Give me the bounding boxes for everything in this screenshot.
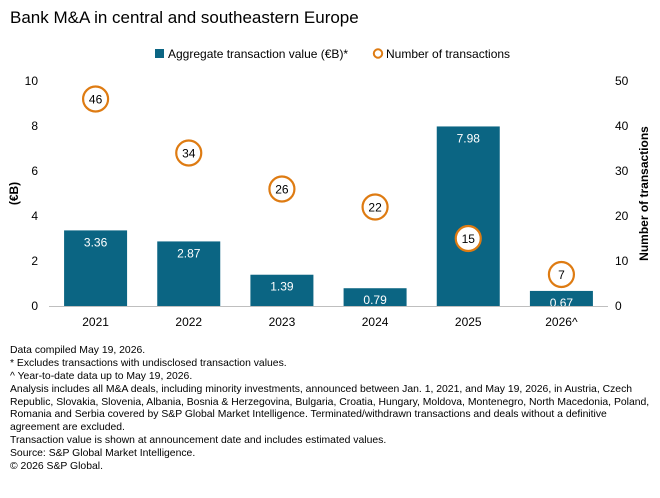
- note-analysis: Analysis includes all M&A deals, includi…: [10, 384, 650, 434]
- y-tick-label: 4: [31, 209, 38, 223]
- y2-tick-label: 30: [615, 164, 629, 178]
- bar: [343, 288, 407, 306]
- legend-marker-swatch: [372, 48, 384, 59]
- transaction-count-marker: [175, 139, 203, 167]
- legend-bar-swatch: [155, 49, 164, 58]
- bar-value-label: 1.39: [270, 280, 294, 294]
- bar: [64, 230, 128, 306]
- bar: [436, 126, 500, 306]
- x-tick-label: 2024: [362, 315, 389, 329]
- note-excludes: * Excludes transactions with undisclosed…: [10, 358, 287, 370]
- x-tick-label: 2025: [455, 315, 482, 329]
- transaction-count-label: 26: [275, 182, 289, 196]
- chart-svg: Aggregate transaction value (€B)* Number …: [7, 47, 651, 329]
- transaction-count-label: 46: [89, 92, 103, 106]
- transaction-count-marker: [547, 260, 576, 289]
- transaction-count-label: 7: [558, 268, 565, 282]
- transaction-count-label: 22: [368, 200, 382, 214]
- note-transaction-value: Transaction value is shown at announceme…: [10, 435, 387, 447]
- note-source: Source: S&P Global Market Intelligence.: [10, 448, 196, 460]
- y2-tick-label: 0: [615, 299, 622, 313]
- y-axis-label: (€B): [7, 182, 21, 205]
- transaction-count-label: 34: [182, 146, 196, 160]
- y-tick-label: 2: [31, 254, 38, 268]
- x-tick-label: 2026^: [545, 315, 578, 329]
- note-ytd: ^ Year-to-date data up to May 19, 2026.: [10, 371, 193, 383]
- bar-value-label: 3.36: [84, 235, 108, 249]
- y2-tick-label: 10: [615, 254, 629, 268]
- bar: [250, 274, 314, 306]
- legend-marker-label: Number of transactions: [386, 47, 510, 61]
- x-tick-label: 2022: [175, 315, 202, 329]
- x-tick-label: 2023: [269, 315, 296, 329]
- y2-axis-label: Number of transactions: [637, 126, 651, 261]
- y2-tick-label: 20: [615, 209, 629, 223]
- transaction-count-marker: [268, 175, 296, 203]
- note-copyright: © 2026 S&P Global.: [10, 461, 103, 473]
- y-tick-label: 10: [25, 74, 39, 88]
- transaction-count-marker: [361, 193, 389, 221]
- transaction-count-label: 15: [462, 232, 476, 246]
- y2-tick-label: 50: [615, 74, 629, 88]
- bar-value-label: 2.87: [177, 246, 201, 260]
- y-tick-label: 8: [31, 119, 38, 133]
- x-tick-label: 2021: [82, 315, 109, 329]
- chart-title: Bank M&A in central and southeastern Eur…: [10, 8, 359, 27]
- transaction-count-marker: [81, 85, 110, 113]
- legend-bar-label: Aggregate transaction value (€B)*: [168, 47, 348, 61]
- y-tick-label: 6: [31, 164, 38, 178]
- y2-tick-label: 40: [615, 119, 629, 133]
- bar: [529, 290, 593, 306]
- y-tick-label: 0: [31, 299, 38, 313]
- chart-notes: Data compiled May 19, 2026. * Excludes t…: [10, 345, 655, 474]
- bar-value-label: 7.98: [457, 131, 481, 145]
- bar-value-label: 0.67: [550, 296, 574, 310]
- note-compiled: Data compiled May 19, 2026.: [10, 345, 146, 356]
- transaction-count-marker: [454, 224, 482, 253]
- bar-value-label: 0.79: [363, 293, 387, 307]
- bar: [157, 241, 221, 306]
